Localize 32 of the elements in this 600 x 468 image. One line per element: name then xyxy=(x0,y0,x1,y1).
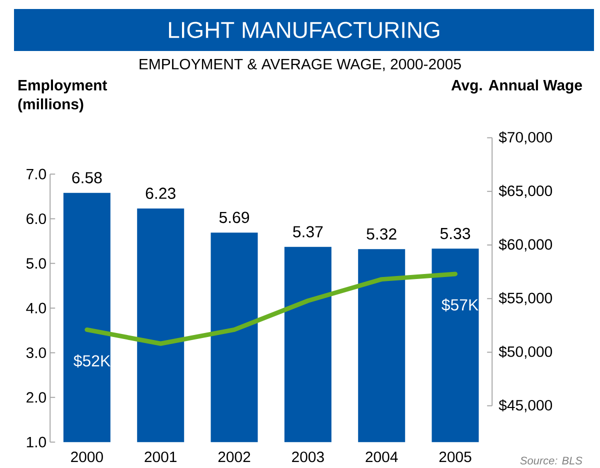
data-label: 5.33 xyxy=(440,228,470,240)
x-tick-label: 2004 xyxy=(366,452,398,462)
data-label: 6.23 xyxy=(146,188,176,199)
data-label: 6.58 xyxy=(72,172,102,184)
x-tick-label: 2005 xyxy=(439,452,472,462)
y2-axis-title: Avg. Annual Wage xyxy=(451,80,582,94)
y-tick-label: 5.0 xyxy=(26,258,46,269)
y-tick-label: 7.0 xyxy=(26,168,46,180)
y2-tick-label: $70,000 xyxy=(498,131,552,144)
y2-tick-label: $55,000 xyxy=(498,292,552,306)
annotation: $52K xyxy=(74,354,110,368)
x-tick-label: 2000 xyxy=(71,452,103,462)
chart-title: LIGHT MANUFACTURING xyxy=(169,22,440,38)
y-tick-label: 1.0 xyxy=(26,436,46,448)
y-tick-label: 2.0 xyxy=(26,392,46,403)
y-tick-label: 4.0 xyxy=(26,302,46,314)
y2-tick-label: $60,000 xyxy=(498,238,552,252)
y-tick-label: 3.0 xyxy=(26,347,46,358)
x-tick-label: 2002 xyxy=(218,452,250,462)
data-label: 5.69 xyxy=(219,212,250,224)
y2-tick-label: $45,000 xyxy=(498,399,552,412)
x-tick-label: 2001 xyxy=(144,452,176,462)
annotation: $57K xyxy=(442,298,478,312)
source-note: Source: BLS xyxy=(520,456,582,464)
data-label: 5.37 xyxy=(293,226,323,238)
x-tick-label: 2003 xyxy=(292,452,324,462)
y-axis-title: Employment (millions) xyxy=(18,80,108,112)
data-label: 5.32 xyxy=(366,228,396,240)
y2-tick-label: $50,000 xyxy=(498,346,552,359)
y-tick-label: 6.0 xyxy=(26,213,46,224)
y2-tick-label: $65,000 xyxy=(498,184,552,198)
chart-subtitle: EMPLOYMENT & AVERAGE WAGE, 2000-2005 xyxy=(140,58,461,72)
